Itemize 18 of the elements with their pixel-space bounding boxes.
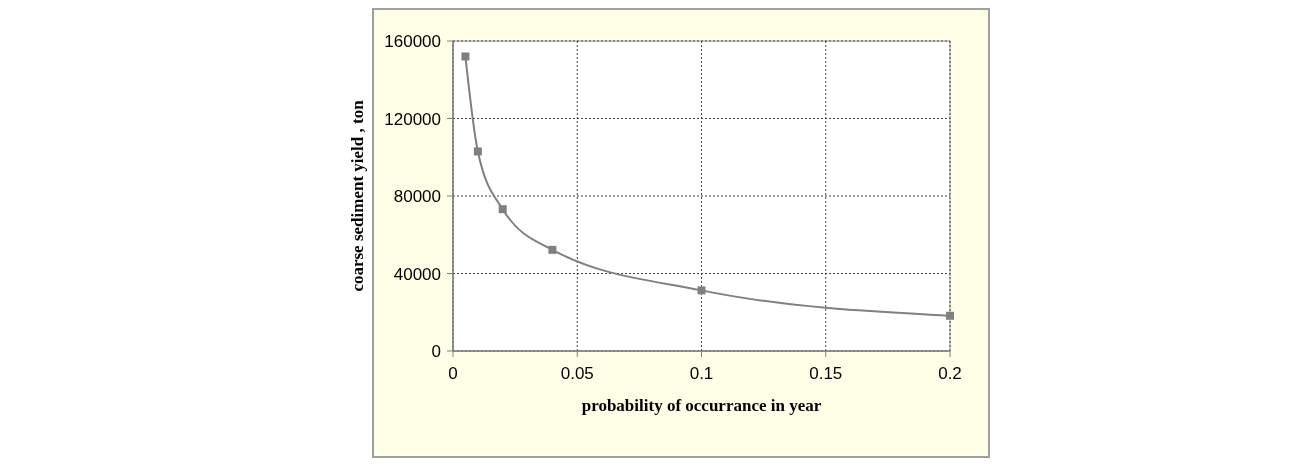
y-axis-title: coarse sediment yield , ton xyxy=(348,99,367,292)
x-tick-label: 0.2 xyxy=(938,364,962,383)
point xyxy=(498,205,507,214)
point xyxy=(548,245,557,254)
x-tick-label: 0.15 xyxy=(809,364,843,383)
point xyxy=(946,311,954,320)
y-tick-label: 160000 xyxy=(384,32,441,51)
x-axis-title: probability of occurrance in year xyxy=(581,396,822,415)
point xyxy=(473,147,482,156)
x-tick-label: 0 xyxy=(448,364,458,383)
y-tick-label: 0 xyxy=(431,342,441,361)
y-tick-label: 80000 xyxy=(393,187,441,206)
point xyxy=(697,286,706,295)
y-tick-label: 120000 xyxy=(384,109,441,129)
x-tick-label: 0.05 xyxy=(560,364,594,383)
point xyxy=(461,52,470,61)
x-tick-label: 0.1 xyxy=(689,364,714,383)
y-tick-label: 40000 xyxy=(393,264,441,284)
